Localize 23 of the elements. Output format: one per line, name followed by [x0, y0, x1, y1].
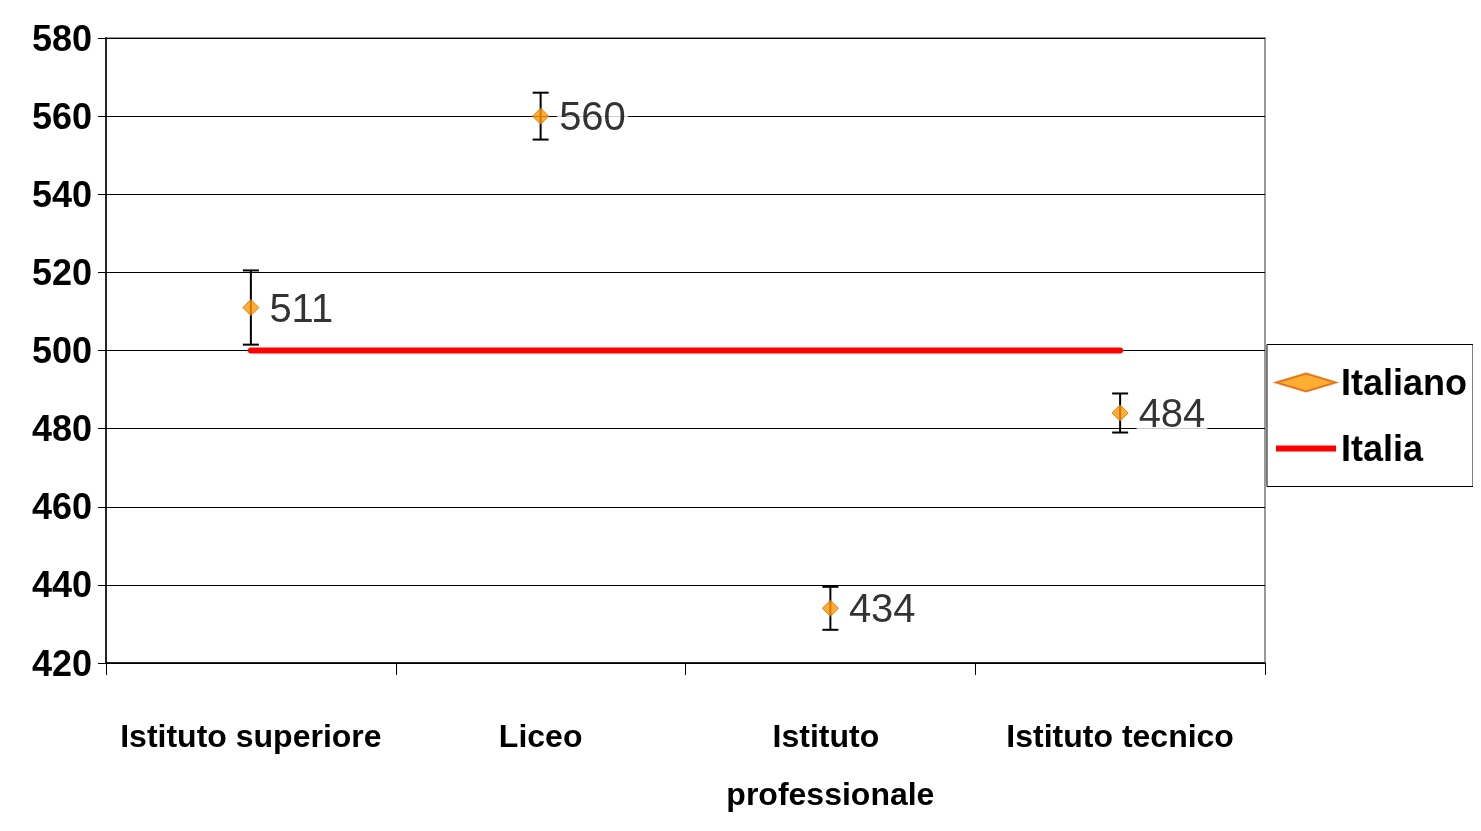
x-tick-label: Istituto professionale — [726, 718, 935, 812]
x-tick-label: Istituto superiore — [120, 718, 382, 754]
y-tick-label: 520 — [31, 251, 92, 293]
data-label: 484 — [1138, 391, 1206, 435]
y-tick-label: 480 — [31, 408, 92, 450]
point — [532, 107, 550, 125]
y-tick-label: 580 — [31, 17, 92, 59]
point — [821, 599, 839, 617]
legend-label: Italia — [1340, 428, 1424, 469]
x-tick-label: Liceo — [498, 718, 583, 754]
data-label: 511 — [269, 285, 334, 330]
y-tick-label: 560 — [31, 95, 92, 137]
data-label: 434 — [848, 586, 916, 631]
y-tick-label: 500 — [31, 330, 92, 371]
y-tick-label: 540 — [31, 173, 92, 215]
point — [242, 299, 260, 317]
y-tick-label: 460 — [31, 486, 92, 528]
y-tick-label: 420 — [31, 642, 92, 684]
point — [1111, 404, 1129, 422]
legend-label: Italiano — [1340, 362, 1468, 403]
data-label: 560 — [559, 94, 626, 139]
y-tick-label: 440 — [31, 564, 92, 606]
x-tick-label: Istituto tecnico — [1006, 718, 1234, 754]
